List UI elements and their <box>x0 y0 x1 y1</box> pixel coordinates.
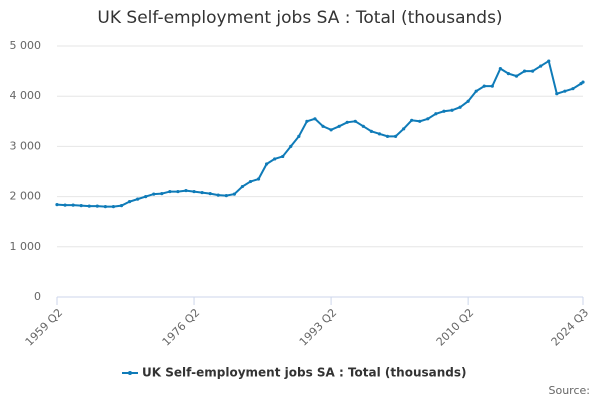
point <box>240 184 245 189</box>
line <box>56 59 584 208</box>
point <box>522 69 527 73</box>
point <box>55 203 59 207</box>
point <box>571 87 575 91</box>
point <box>87 204 91 208</box>
x-tick-label: 2024 Q3 <box>549 306 592 349</box>
point <box>176 189 180 194</box>
point <box>127 200 132 204</box>
point <box>514 74 519 78</box>
point <box>184 188 188 193</box>
point <box>434 112 438 116</box>
point <box>95 204 99 208</box>
x-tick-label: 1993 Q2 <box>297 306 340 349</box>
point <box>160 191 164 196</box>
point <box>281 154 285 159</box>
point <box>450 108 454 112</box>
point <box>152 192 156 196</box>
point <box>547 59 551 63</box>
y-tick-label: 0 <box>34 290 41 303</box>
point <box>136 197 140 201</box>
legend-marker <box>128 371 132 375</box>
point <box>297 134 301 138</box>
point <box>224 193 228 198</box>
x-tick-label: 1976 Q2 <box>160 306 203 349</box>
point <box>168 189 172 194</box>
point <box>232 192 236 196</box>
point <box>385 134 390 138</box>
point <box>321 124 325 128</box>
point <box>248 179 253 184</box>
point <box>418 119 422 123</box>
point <box>361 124 365 128</box>
point <box>466 99 470 103</box>
point <box>482 84 486 88</box>
point <box>506 72 511 76</box>
y-tick-label: 1 000 <box>10 240 42 253</box>
point <box>474 89 478 93</box>
point <box>402 127 406 131</box>
chart-title: UK Self-employment jobs SA : Total (thou… <box>97 8 502 28</box>
y-tick-label: 4 000 <box>10 89 42 102</box>
point <box>208 191 212 196</box>
y-tick-label: 5 000 <box>10 39 42 52</box>
y-tick-label: 2 000 <box>10 190 42 203</box>
point <box>273 157 277 161</box>
point <box>377 132 382 136</box>
point <box>337 124 341 128</box>
point <box>192 189 196 194</box>
point <box>490 84 494 88</box>
point <box>256 177 261 181</box>
point <box>79 204 83 208</box>
point <box>119 204 124 208</box>
point <box>216 193 220 197</box>
legend-label: UK Self-employment jobs SA : Total (thou… <box>142 366 466 380</box>
point <box>264 162 269 166</box>
point <box>563 89 567 93</box>
point <box>144 195 148 199</box>
x-tick-label: 1959 Q2 <box>23 306 66 349</box>
point <box>313 117 317 121</box>
point <box>71 203 75 207</box>
point <box>426 117 430 121</box>
point <box>539 64 543 68</box>
point <box>581 80 585 84</box>
point <box>305 119 309 123</box>
point <box>369 129 373 133</box>
point <box>289 144 293 148</box>
point <box>458 105 462 109</box>
point <box>353 119 357 123</box>
point <box>442 109 446 113</box>
point <box>498 66 502 71</box>
point <box>63 203 67 207</box>
source: Source: <box>549 384 591 397</box>
point <box>111 205 116 209</box>
point <box>200 190 204 195</box>
point <box>531 69 535 73</box>
point <box>345 120 349 124</box>
point <box>103 205 107 209</box>
point <box>410 118 414 122</box>
point <box>393 134 398 138</box>
point <box>555 92 559 96</box>
x-tick-label: 2010 Q2 <box>434 306 477 349</box>
y-tick-label: 3 000 <box>10 139 42 152</box>
point <box>329 128 333 132</box>
